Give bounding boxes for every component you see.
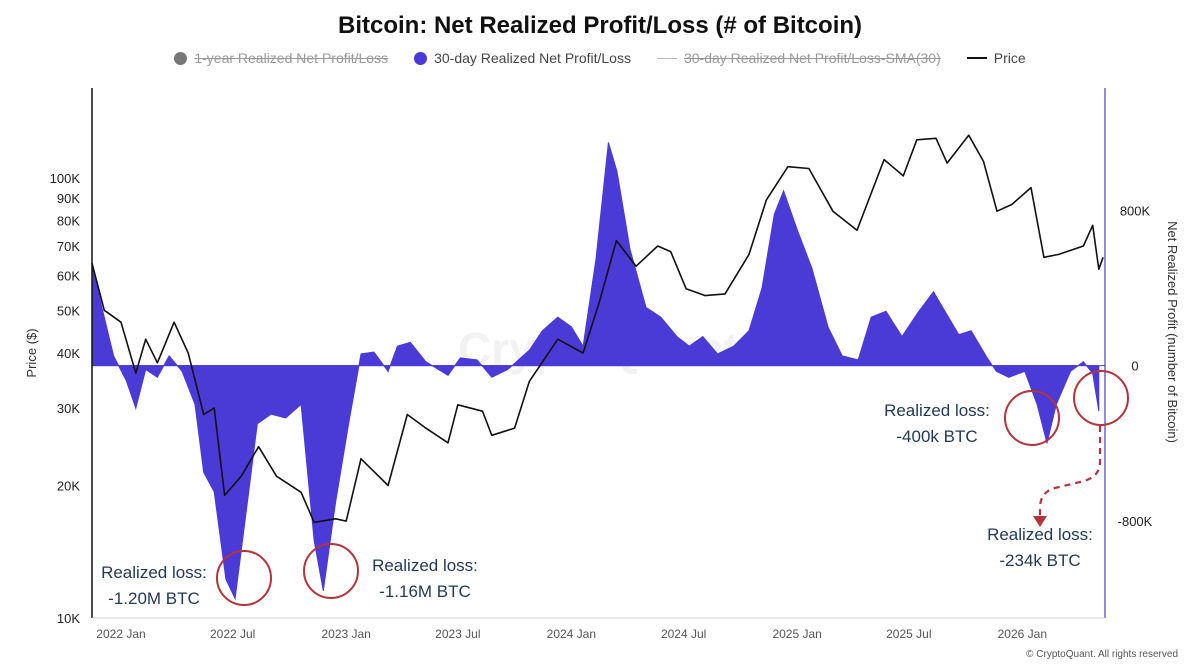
annotation-circle: [303, 543, 359, 599]
left-tick-label: 20K: [57, 479, 80, 494]
legend-item-price[interactable]: Price: [966, 50, 1026, 66]
legend-label: 1-year Realized Net Profit/Loss: [194, 50, 389, 66]
x-tick-label: 2023 Jul: [435, 627, 480, 641]
annotation-label: Realized loss:: [372, 556, 478, 575]
annotation-value: -234k BTC: [999, 551, 1080, 570]
left-tick-label: 10K: [57, 611, 80, 626]
copyright-footer: © CryptoQuant. All rights reserved: [1026, 649, 1178, 660]
left-tick-label: 50K: [57, 303, 80, 318]
realized-pnl-area: [91, 142, 1100, 601]
annotation-value: -1.16M BTC: [379, 582, 471, 601]
right-tick-label: -800K: [1118, 514, 1153, 529]
annotation-label: Realized loss:: [987, 525, 1093, 544]
annotation-value: -400k BTC: [896, 427, 977, 446]
x-tick-label: 2025 Jul: [886, 627, 931, 641]
legend-item-1y[interactable]: 1-year Realized Net Profit/Loss: [174, 50, 388, 66]
annotation-value: -1.20M BTC: [108, 589, 200, 608]
x-tick-label: 2022 Jan: [96, 627, 145, 641]
annotation-label: Realized loss:: [101, 563, 207, 582]
x-tick-label: 2024 Jan: [547, 627, 596, 641]
price-line: [91, 134, 1104, 524]
right-tick-label: 0: [1131, 359, 1138, 374]
left-tick-label: 100K: [50, 171, 81, 186]
annotation-circle: [216, 550, 272, 606]
legend-dot-icon: [414, 51, 428, 65]
left-tick-label: 40K: [57, 346, 80, 361]
legend-label: Price: [993, 50, 1026, 66]
annotation-arrow: [1038, 426, 1102, 520]
chart-legend: 1-year Realized Net Profit/Loss 30-day R…: [0, 50, 1200, 66]
right-axis-title: Net Realized Profit (number of Bitcoin): [1165, 221, 1180, 443]
left-axis-title: Price ($): [24, 328, 39, 377]
left-tick-label: 60K: [57, 268, 80, 283]
annotation-circle: [1004, 390, 1060, 446]
legend-line-icon: [656, 57, 677, 59]
x-tick-label: 2024 Jul: [661, 627, 706, 641]
legend-label: 30-day Realized Net Profit/Loss: [434, 50, 631, 66]
legend-label: 30-day Realized Net Profit/Loss-SMA(30): [683, 50, 941, 66]
legend-line-icon: [966, 57, 987, 59]
x-tick-label: 2025 Jan: [772, 627, 821, 641]
chart-title: Bitcoin: Net Realized Profit/Loss (# of …: [337, 12, 863, 39]
legend-item-30d[interactable]: 30-day Realized Net Profit/Loss: [414, 50, 631, 66]
legend-dot-icon: [174, 51, 188, 65]
annotation-circle: [1073, 370, 1129, 426]
left-tick-label: 80K: [57, 214, 80, 229]
x-tick-label: 2022 Jul: [210, 627, 255, 641]
annotation-label: Realized loss:: [884, 401, 990, 420]
left-tick-label: 90K: [57, 191, 80, 206]
x-tick-label: 2023 Jan: [321, 627, 370, 641]
left-tick-label: 30K: [57, 401, 80, 416]
arrow-head-icon: [1033, 516, 1047, 527]
x-tick-label: 2026 Jan: [998, 627, 1047, 641]
right-tick-label: 800K: [1120, 203, 1151, 218]
left-tick-label: 70K: [57, 239, 80, 254]
legend-item-sma[interactable]: 30-day Realized Net Profit/Loss-SMA(30): [656, 50, 941, 66]
